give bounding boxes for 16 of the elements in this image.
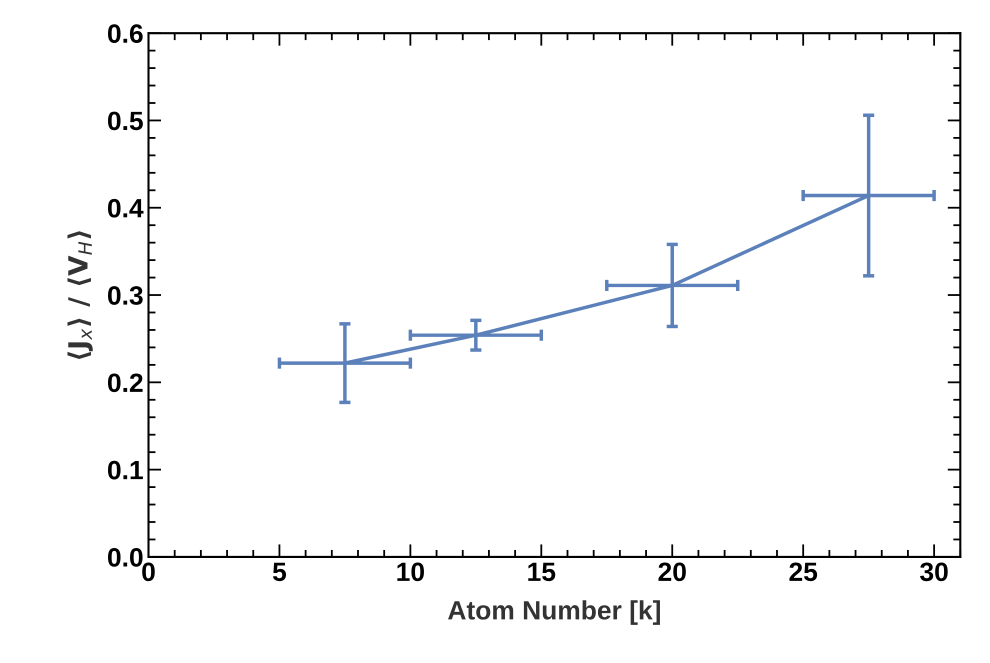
y-tick-label: 0.1 [108,460,143,480]
x-tick-label: 10 [397,562,424,582]
y-tick-label: 0.4 [108,198,144,218]
y-tick-label: 0.0 [108,548,143,567]
y-tick-label: 0.6 [108,24,143,43]
x-axis-title: Atom Number [k] [448,600,660,625]
y-tick-label: 0.3 [108,286,143,305]
y-axis-title: ⟨J$_{x}$⟩ / ⟨V$_{H}$⟩ [67,231,93,360]
x-tick-label: 15 [528,562,556,582]
x-tick-label: 30 [920,562,948,582]
y-tick-label: 0.2 [108,373,143,392]
x-tick-label: 25 [789,562,818,582]
x-tick-label: 20 [658,562,686,582]
y-tick-label: 0.5 [108,112,143,130]
x-tick-label: 5 [272,562,286,582]
x-tick-label: 0 [142,562,155,582]
